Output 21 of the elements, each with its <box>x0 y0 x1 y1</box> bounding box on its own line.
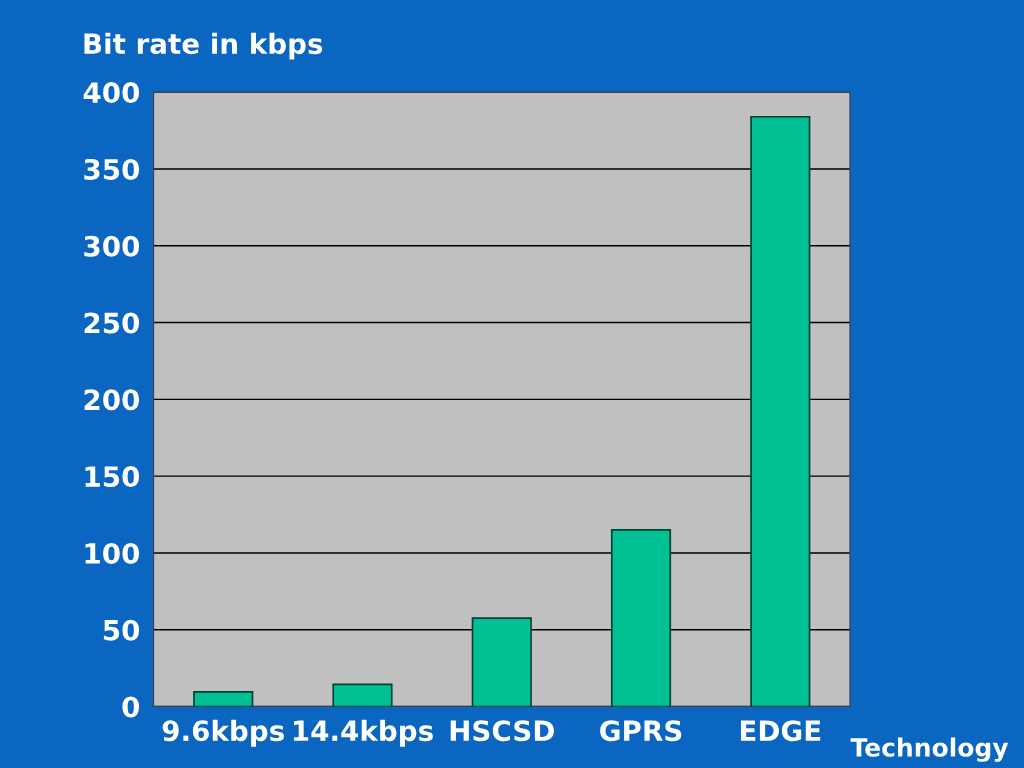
x-axis-title: Technology <box>850 737 1009 762</box>
x-tick-label: HSCSD <box>450 720 554 742</box>
x-tick-label: 14.4kbps <box>293 719 433 747</box>
y-tick-label: 200 <box>84 389 140 411</box>
x-tick-label: 9.6kbps <box>162 719 284 747</box>
bar <box>750 115 811 707</box>
x-tick-label: GPRS <box>600 720 682 742</box>
y-tick-label: 0 <box>122 696 140 718</box>
bar <box>471 617 532 707</box>
y-tick-label: 400 <box>83 82 140 104</box>
y-tick-label: 250 <box>84 312 140 334</box>
y-tick-label: 150 <box>85 466 140 488</box>
y-tick-label: 100 <box>85 542 140 564</box>
y-tick-label: 300 <box>84 235 140 257</box>
y-tick-label: 350 <box>84 158 140 180</box>
x-tick-label: EDGE <box>740 720 821 742</box>
bar <box>610 529 672 707</box>
y-axis-title: Bit rate in kbps <box>84 32 323 60</box>
y-tick-label: 50 <box>103 619 140 641</box>
bar <box>193 690 254 707</box>
bar <box>332 683 393 707</box>
